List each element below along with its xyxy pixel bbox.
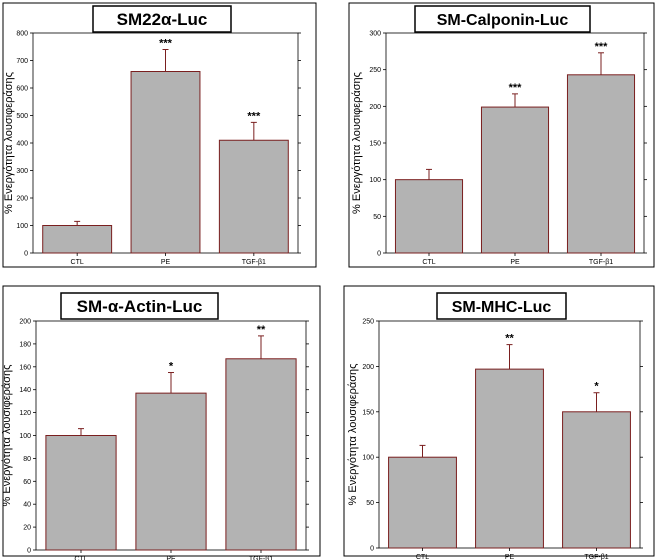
y-tick-label: 300: [369, 31, 381, 38]
significance-label: ***: [595, 41, 609, 53]
significance-label: ***: [159, 38, 173, 50]
x-tick-label: TGF-β1: [242, 259, 266, 266]
chart-title: SM-MHC-Luc: [452, 299, 552, 316]
y-tick-label: 800: [16, 31, 28, 38]
bar-ctl: [394, 179, 464, 254]
x-tick-label: PE: [510, 259, 520, 266]
y-tick-label: 250: [362, 319, 374, 326]
y-tick-label: 180: [19, 341, 31, 348]
x-tick-label: PE: [505, 554, 515, 560]
y-tick-label: 100: [369, 177, 381, 184]
x-tick-label: PE: [161, 259, 171, 266]
x-tick-label: PE: [166, 556, 176, 560]
chart-title: SM-Calponin-Luc: [437, 12, 569, 29]
y-tick-label: 600: [16, 86, 28, 93]
y-tick-label: 50: [366, 500, 374, 507]
y-tick-label: 200: [16, 196, 28, 203]
significance-label: ***: [509, 82, 523, 94]
bar-pe: [475, 368, 544, 549]
y-tick-label: 150: [369, 141, 381, 148]
y-tick-label: 100: [362, 455, 374, 462]
x-tick-label: CTL: [422, 259, 435, 266]
y-axis-label: % Ενεργότητα λουσιφεράσης: [3, 72, 15, 214]
y-tick-label: 200: [369, 104, 381, 111]
y-tick-label: 200: [19, 319, 31, 326]
y-tick-label: 400: [16, 141, 28, 148]
bar-pe: [135, 392, 207, 551]
significance-label: ***: [247, 110, 261, 122]
y-tick-label: 20: [23, 525, 31, 532]
x-tick-label: TGF-β1: [589, 259, 613, 266]
y-axis-label: % Ενεργότητα λουσιφεράσης: [347, 364, 359, 506]
bar-tgf1: [566, 74, 636, 254]
y-tick-label: 100: [19, 433, 31, 440]
significance-label: **: [505, 333, 514, 345]
y-tick-label: 160: [19, 364, 31, 371]
y-tick-label: 150: [362, 409, 374, 416]
chart-title: SM22α-Luc: [117, 10, 208, 29]
bar-tgf1: [218, 139, 289, 254]
y-tick-label: 0: [377, 251, 381, 258]
bar-tgf1: [562, 411, 631, 549]
y-tick-label: 0: [27, 548, 31, 555]
chart-panel-2: 0 50 100 150 200 250 300 CTL *** PE *** TGF-β1 % Ενε…: [348, 2, 655, 268]
y-tick-label: 0: [370, 546, 374, 553]
chart-title-box: [92, 5, 232, 33]
chart-panel-4: 0 50 100 150 200 250 CTL ** PE * TGF-β1 % Ενεργότητ…: [343, 285, 655, 560]
chart-panel-1: 0 100 200 300 400 500 600 700 800 CTL *** PE *** TGF-…: [2, 2, 317, 268]
significance-label: **: [257, 324, 266, 336]
bar-tgf1: [225, 358, 297, 551]
y-tick-label: 100: [16, 223, 28, 230]
significance-label: *: [169, 361, 174, 373]
y-tick-label: 50: [373, 214, 381, 221]
y-tick-label: 200: [362, 364, 374, 371]
chart-frame: [348, 2, 655, 268]
y-tick-label: 0: [24, 251, 28, 258]
y-axis-label: % Ενεργότητα λουσιφεράσης: [1, 365, 13, 507]
chart-frame: [2, 285, 321, 557]
y-tick-label: 120: [19, 410, 31, 417]
y-tick-label: 140: [19, 387, 31, 394]
chart-frame: [343, 285, 655, 557]
y-tick-label: 80: [23, 456, 31, 463]
x-tick-label: CTL: [416, 554, 429, 560]
y-tick-label: 300: [16, 168, 28, 175]
significance-label: *: [594, 381, 599, 393]
chart-panel-3: 0 20 40 60 80 100 120 140 160 180 200 CTL * PE ** TGF-β…: [1, 285, 321, 560]
chart-title-box: [414, 5, 591, 33]
y-axis-label: % Ενεργότητα λουσιφεράσης: [351, 72, 363, 214]
bar-pe: [130, 71, 201, 254]
chart-frame: [2, 2, 317, 268]
x-tick-label: CTL: [74, 556, 87, 560]
y-tick-label: 40: [23, 502, 31, 509]
bar-ctl: [388, 456, 457, 549]
x-tick-label: TGF-β1: [249, 556, 273, 560]
chart-title-box: [436, 292, 567, 320]
bar-pe: [480, 106, 550, 254]
x-tick-label: CTL: [71, 259, 84, 266]
chart-title: SM-α-Actin-Luc: [77, 297, 203, 316]
x-tick-label: TGF-β1: [584, 554, 608, 560]
y-tick-label: 60: [23, 479, 31, 486]
bar-ctl: [45, 435, 117, 551]
y-tick-label: 500: [16, 113, 28, 120]
y-tick-label: 700: [16, 58, 28, 65]
chart-title-box: [60, 292, 219, 320]
y-tick-label: 250: [369, 67, 381, 74]
bar-ctl: [42, 225, 113, 254]
